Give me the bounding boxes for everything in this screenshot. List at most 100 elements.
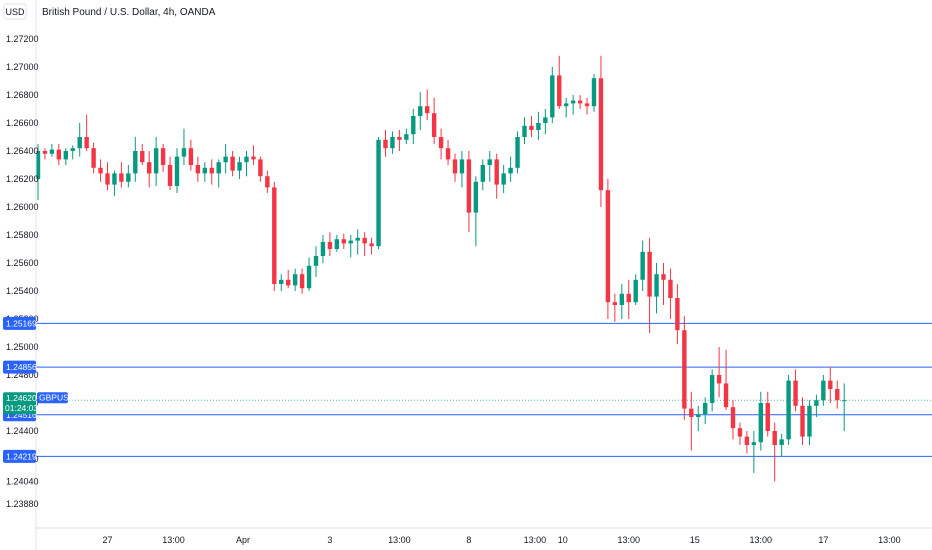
candle bbox=[501, 165, 506, 193]
candle-body bbox=[112, 173, 117, 185]
candle-body bbox=[751, 442, 757, 445]
candle bbox=[522, 117, 527, 144]
candle bbox=[737, 422, 743, 445]
candle-body bbox=[445, 148, 451, 160]
candle-body bbox=[584, 103, 590, 107]
candle bbox=[828, 366, 833, 403]
candle-body bbox=[119, 173, 124, 182]
price-tick-label: 1.24400 bbox=[6, 426, 39, 436]
candle bbox=[404, 128, 409, 144]
candle-body bbox=[42, 151, 48, 154]
candle-body bbox=[758, 403, 763, 443]
candle bbox=[84, 114, 89, 151]
candle bbox=[529, 116, 534, 137]
candle bbox=[160, 144, 166, 172]
time-tick-label: 13:00 bbox=[878, 535, 901, 545]
candle bbox=[570, 95, 576, 115]
candle bbox=[174, 148, 180, 193]
candle-body bbox=[564, 103, 569, 107]
candle bbox=[786, 375, 791, 445]
candle-body bbox=[459, 159, 465, 174]
candle-body bbox=[244, 156, 249, 163]
candle bbox=[800, 397, 805, 445]
candle bbox=[807, 400, 812, 445]
candle-body bbox=[605, 190, 611, 303]
level-price-tag[interactable]: 1.24856 bbox=[3, 360, 37, 374]
price-tick-label: 1.25800 bbox=[6, 230, 39, 240]
candle bbox=[70, 145, 75, 160]
candle-body bbox=[174, 156, 180, 186]
candle-body bbox=[598, 78, 604, 191]
candle bbox=[668, 268, 673, 319]
candle-body bbox=[522, 125, 527, 137]
candle-body bbox=[723, 383, 729, 408]
candle bbox=[480, 159, 485, 191]
candle-body bbox=[77, 137, 82, 149]
candle bbox=[153, 137, 159, 186]
candle bbox=[703, 397, 708, 424]
candle-body bbox=[56, 149, 62, 160]
candle bbox=[647, 237, 652, 333]
candle bbox=[49, 144, 55, 157]
candle bbox=[696, 405, 701, 431]
candle-body bbox=[397, 137, 402, 140]
candle bbox=[758, 391, 763, 451]
candle bbox=[814, 394, 819, 417]
time-axis[interactable]: 27 13:00 Apr 3 13:00 8 13:00 10 13:00 15 13:00 17 13… bbox=[102, 535, 932, 545]
price-tick-label: 1.24800 bbox=[6, 370, 39, 380]
candle-body bbox=[633, 279, 638, 303]
candle-body bbox=[237, 162, 242, 171]
candle bbox=[327, 232, 333, 256]
price-tick-label: 1.26600 bbox=[6, 118, 39, 128]
candle bbox=[133, 137, 138, 182]
candle bbox=[272, 181, 277, 291]
candle bbox=[793, 369, 798, 412]
candle bbox=[626, 279, 631, 319]
candle-body bbox=[730, 407, 736, 429]
candle bbox=[459, 151, 465, 188]
price-tick-label: 1.26800 bbox=[6, 90, 39, 100]
price-tags: 1.25169 1.24856 1.24516 1.24219 1.2462001:24… bbox=[3, 316, 75, 463]
time-tick-label: 17 bbox=[818, 535, 828, 545]
candle-body bbox=[49, 149, 55, 154]
candle-body bbox=[126, 173, 131, 182]
candle-body bbox=[640, 251, 645, 280]
candle-body bbox=[821, 380, 826, 401]
candle bbox=[299, 268, 305, 294]
candle-body bbox=[793, 380, 798, 406]
candle bbox=[265, 170, 270, 193]
candle-body bbox=[828, 380, 833, 389]
candle bbox=[286, 270, 291, 289]
level-price-value: 1.25169 bbox=[6, 318, 37, 328]
level-price-tag[interactable]: 1.25169 bbox=[3, 316, 37, 330]
candle bbox=[543, 109, 548, 135]
candle bbox=[167, 156, 173, 191]
time-tick-label: 13:00 bbox=[617, 535, 640, 545]
candle bbox=[355, 229, 360, 255]
candle bbox=[744, 431, 750, 454]
candle-body bbox=[292, 274, 298, 286]
candle-body bbox=[140, 151, 145, 163]
candle-body bbox=[306, 265, 312, 289]
candle-body bbox=[689, 408, 694, 417]
candle bbox=[431, 97, 437, 144]
currency-button[interactable]: USD bbox=[3, 3, 27, 20]
candle-body bbox=[265, 176, 270, 188]
level-price-value: 1.24516 bbox=[6, 410, 37, 420]
candle-body bbox=[647, 251, 652, 297]
level-price-value: 1.24856 bbox=[6, 362, 37, 372]
candle bbox=[821, 375, 826, 406]
candle bbox=[147, 151, 152, 188]
level-price-tag[interactable]: 1.24219 bbox=[3, 449, 37, 463]
candle bbox=[682, 316, 687, 420]
candle-body bbox=[98, 167, 103, 174]
candle bbox=[584, 97, 590, 115]
candle bbox=[202, 162, 207, 182]
candle bbox=[91, 142, 96, 174]
price-tick-label: 1.24040 bbox=[6, 476, 39, 486]
candle bbox=[35, 144, 41, 200]
time-tick-label: 13:00 bbox=[162, 535, 185, 545]
